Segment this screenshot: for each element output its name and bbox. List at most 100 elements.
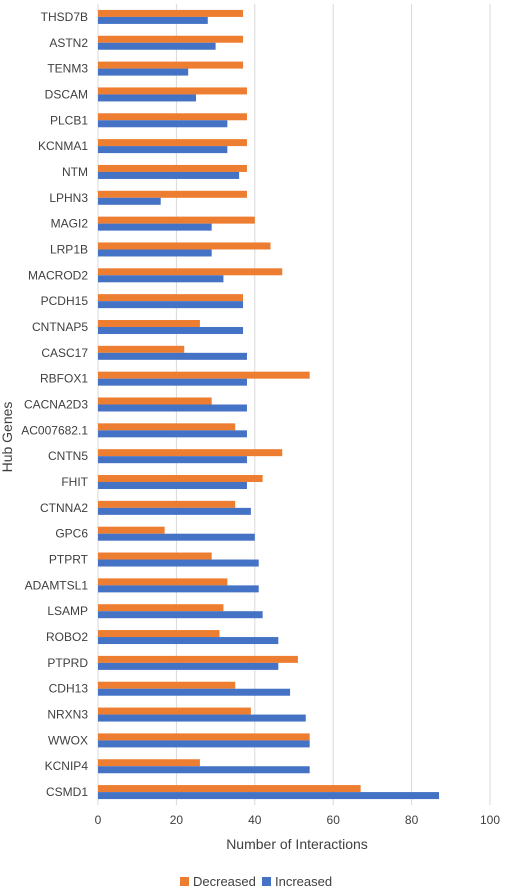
category-label: NTM	[62, 165, 88, 179]
x-tick-label: 80	[405, 813, 419, 827]
bar-decreased	[98, 87, 247, 95]
bar-increased	[98, 637, 279, 645]
bar-decreased	[98, 319, 200, 327]
bar-increased	[98, 404, 247, 412]
bar-decreased	[98, 61, 244, 69]
category-label: PTPRT	[49, 553, 89, 567]
x-tick-label: 100	[480, 813, 500, 827]
x-tick-label: 20	[170, 813, 184, 827]
category-label: PLCB1	[50, 113, 88, 127]
x-tick-label: 40	[248, 813, 262, 827]
bar-increased	[98, 146, 228, 154]
category-label: ADAMTSL1	[25, 578, 89, 592]
bar-increased	[98, 197, 161, 205]
category-label: PCDH15	[41, 294, 89, 308]
legend-label: Increased	[275, 874, 332, 889]
bar-increased	[98, 378, 247, 386]
bar-decreased	[98, 759, 200, 767]
bar-decreased	[98, 294, 244, 302]
bar-decreased	[98, 630, 220, 638]
bar-increased	[98, 326, 244, 334]
bar-increased	[98, 766, 310, 774]
bar-increased	[98, 430, 247, 438]
category-label: CSMD1	[46, 785, 88, 799]
bar-increased	[98, 171, 240, 179]
bar-decreased	[98, 423, 236, 431]
bar-decreased	[98, 216, 255, 224]
bar-decreased	[98, 707, 251, 715]
category-label: MAGI2	[51, 217, 89, 231]
bar-increased	[98, 249, 212, 257]
category-label: PTPRD	[47, 656, 88, 670]
bar-increased	[98, 792, 440, 800]
x-axis-title: Number of Interactions	[226, 836, 368, 852]
legend: Decreased Increased	[180, 874, 332, 889]
bar-increased	[98, 507, 251, 515]
bar-decreased	[98, 35, 244, 43]
bar-decreased	[98, 785, 361, 793]
bar-decreased	[98, 475, 263, 483]
category-label: CNTNAP5	[32, 320, 88, 334]
bar-increased	[98, 301, 244, 309]
category-label: CASC17	[41, 346, 88, 360]
bar-increased	[98, 223, 212, 231]
category-label: LSAMP	[47, 604, 88, 618]
bar-increased	[98, 585, 259, 593]
bar-increased	[98, 688, 291, 696]
category-label: GPC6	[55, 527, 88, 541]
bar-decreased	[98, 733, 310, 741]
bars	[98, 9, 440, 800]
category-label: TENM3	[47, 62, 88, 76]
bar-decreased	[98, 113, 247, 121]
x-tick-label: 60	[327, 813, 341, 827]
gridlines	[97, 4, 491, 805]
bar-increased	[98, 275, 224, 283]
bar-increased	[98, 482, 247, 490]
legend-swatch	[180, 877, 189, 886]
category-label: AC007682.1	[21, 423, 88, 437]
bar-increased	[98, 42, 216, 50]
legend-label: Decreased	[193, 874, 256, 889]
category-label: NRXN3	[47, 708, 88, 722]
category-labels: THSD7B ASTN2 TENM3 DSCAM PLCB1 KCNMA1 NTM LPHN3…	[21, 10, 88, 799]
y-axis-title: Hub Genes	[0, 402, 15, 473]
category-label: CNTN5	[48, 449, 88, 463]
bar-increased	[98, 611, 263, 619]
bar-decreased	[98, 345, 185, 353]
bar-decreased	[98, 190, 247, 198]
bar-decreased	[98, 242, 271, 250]
legend-swatch	[262, 877, 271, 886]
category-label: ROBO2	[46, 630, 88, 644]
bar-increased	[98, 120, 228, 128]
bar-decreased	[98, 164, 247, 172]
bar-increased	[98, 740, 310, 748]
category-label: DSCAM	[45, 87, 88, 101]
bar-increased	[98, 533, 255, 541]
category-label: WWOX	[48, 733, 88, 747]
bar-increased	[98, 662, 279, 670]
bar-decreased	[98, 500, 236, 508]
category-label: CDH13	[49, 682, 89, 696]
category-label: CTNNA2	[40, 501, 88, 515]
bar-decreased	[98, 139, 247, 147]
category-label: KCNMA1	[38, 139, 88, 153]
bar-decreased	[98, 371, 310, 379]
category-label: MACROD2	[28, 268, 88, 282]
bar-decreased	[98, 526, 165, 534]
bar-increased	[98, 16, 208, 24]
bar-increased	[98, 559, 259, 567]
category-label: LPHN3	[49, 191, 88, 205]
x-tick-labels: 0 20 40 60 80 100	[95, 813, 501, 827]
bar-decreased	[98, 9, 244, 17]
category-label: FHIT	[61, 475, 88, 489]
category-label: KCNIP4	[45, 759, 89, 773]
category-label: LRP1B	[50, 242, 88, 256]
bar-decreased	[98, 397, 212, 405]
bar-increased	[98, 68, 189, 76]
category-label: THSD7B	[41, 10, 88, 24]
category-label: CACNA2D3	[24, 398, 88, 412]
bar-decreased	[98, 449, 283, 457]
bar-increased	[98, 456, 247, 464]
bar-decreased	[98, 655, 298, 663]
